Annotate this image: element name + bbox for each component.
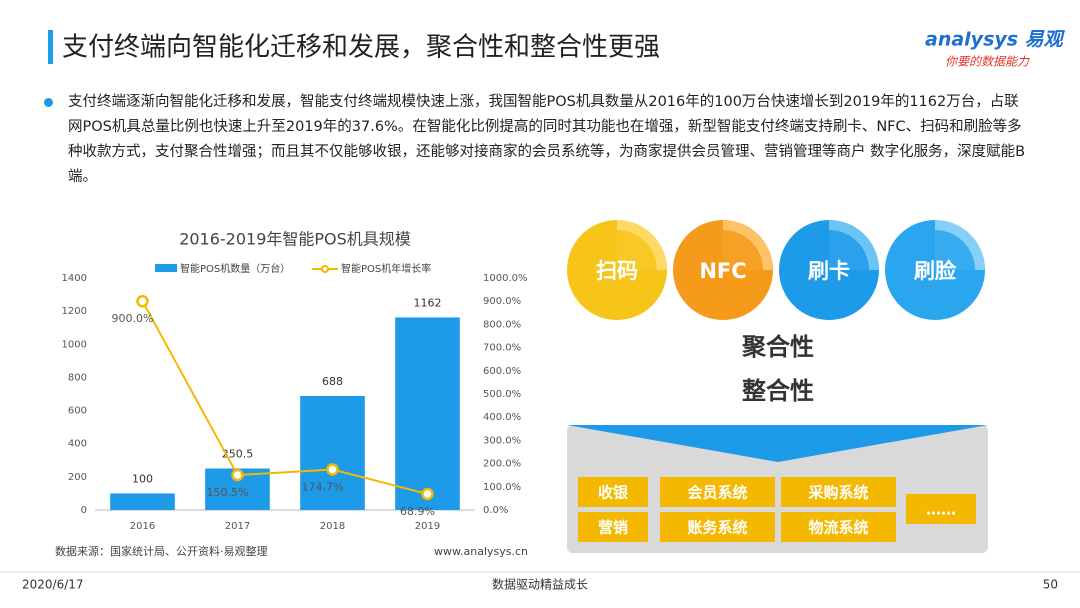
- paragraph: 支付终端逐渐向智能化迁移和发展，智能支付终端规模快速上涨，我国智能POS机具数量…: [68, 94, 1026, 185]
- y2-tick-label: 500.0%: [483, 389, 521, 400]
- x-tick-label: 2019: [415, 521, 440, 532]
- bar-label: 1162: [414, 296, 442, 309]
- footer-page: 50: [1043, 578, 1058, 592]
- legend-swatch: [155, 264, 177, 272]
- source: 数据来源：国家统计局、公开资料·易观整理: [55, 544, 268, 558]
- bar: [110, 493, 175, 510]
- method-label: 刷脸: [914, 259, 957, 283]
- y2-tick-label: 200.0%: [483, 459, 521, 470]
- bar: [395, 317, 460, 510]
- line-point: [231, 468, 244, 482]
- legend-swatch: [321, 265, 329, 273]
- method-label: 刷卡: [808, 259, 850, 283]
- funnel: [567, 425, 988, 462]
- y-tick-label: 1400: [62, 273, 87, 284]
- system-box: [578, 512, 648, 542]
- footer-date: 2020/6/17: [22, 578, 84, 592]
- slogan: 你要的数据能力: [945, 55, 1030, 69]
- trait-label: 聚合性: [741, 333, 814, 361]
- y2-tick-label: 300.0%: [483, 435, 521, 446]
- bar: [300, 395, 365, 510]
- system-box: [781, 477, 896, 507]
- method-inner: [577, 230, 657, 310]
- bullet: [44, 98, 53, 107]
- x-tick-label: 2018: [320, 521, 345, 532]
- x-tick-label: 2016: [130, 521, 155, 532]
- line-label: 68.9%: [400, 505, 435, 518]
- y-tick-label: 400: [68, 439, 87, 450]
- y2-tick-label: 1000.0%: [483, 273, 528, 284]
- title-bar: [48, 30, 53, 64]
- system-label: 营销: [598, 519, 628, 537]
- method-inner: [789, 230, 869, 310]
- system-box: [906, 494, 976, 524]
- system-label: ……: [926, 501, 956, 519]
- system-label: 物流系统: [808, 519, 868, 537]
- line-point: [136, 294, 149, 308]
- footer-motto: 数据驱动精益成长: [492, 577, 588, 592]
- system-box: [660, 477, 775, 507]
- y2-tick-label: 700.0%: [483, 343, 521, 354]
- line-label: 900.0%: [112, 312, 154, 325]
- legend-label: 智能POS机年增长率: [341, 262, 431, 275]
- system-box: [660, 512, 775, 542]
- bar-label: 688: [322, 375, 343, 388]
- system-label: 账务系统: [687, 519, 747, 537]
- system-box: [781, 512, 896, 542]
- chart-title: 2016-2019年智能POS机具规模: [179, 230, 411, 249]
- y2-tick-label: 800.0%: [483, 319, 521, 330]
- method-inner: [683, 230, 763, 310]
- bar-label: 100: [132, 472, 153, 485]
- system-label: 会员系统: [687, 484, 747, 502]
- y-tick-label: 0: [81, 505, 87, 516]
- y-tick-label: 200: [68, 472, 87, 483]
- method-label: 扫码: [596, 259, 638, 283]
- slide-title: 支付终端向智能化迁移和发展，聚合性和整合性更强: [62, 33, 660, 63]
- method-label: NFC: [699, 259, 746, 283]
- method-inner: [895, 230, 975, 310]
- bar-label: 250.5: [222, 447, 254, 460]
- y2-tick-label: 100.0%: [483, 482, 521, 493]
- y-tick-label: 1200: [62, 306, 87, 317]
- line-point: [421, 487, 434, 501]
- y2-tick-label: 0.0%: [483, 505, 508, 516]
- y-tick-label: 600: [68, 406, 87, 417]
- line: [141, 300, 428, 495]
- line-point: [326, 463, 339, 476]
- site: www.analysys.cn: [434, 545, 528, 558]
- y2-tick-label: 600.0%: [483, 366, 521, 377]
- y2-tick-label: 900.0%: [483, 296, 521, 307]
- trait-label: 整合性: [742, 377, 814, 405]
- y2-tick-label: 400.0%: [483, 412, 521, 423]
- logo: analysys 易观: [925, 29, 1066, 51]
- system-box: [578, 477, 648, 507]
- y-tick-label: 1000: [62, 339, 87, 350]
- y-tick-label: 800: [68, 372, 87, 383]
- system-label: 采购系统: [807, 484, 868, 502]
- x-tick-label: 2017: [225, 521, 250, 532]
- line-label: 174.7%: [302, 480, 344, 493]
- line-label: 150.5%: [207, 486, 249, 499]
- system-label: 收银: [598, 484, 629, 502]
- legend-label: 智能POS机数量（万台）: [180, 262, 290, 275]
